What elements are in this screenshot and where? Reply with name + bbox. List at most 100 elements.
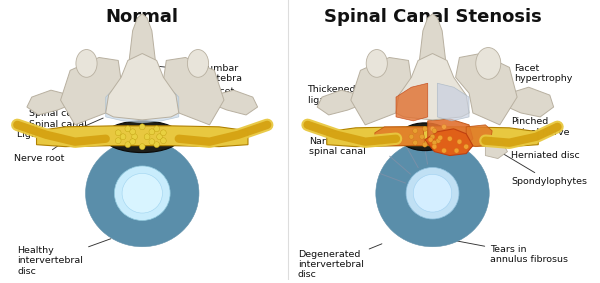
Polygon shape <box>317 90 361 115</box>
Ellipse shape <box>107 158 178 228</box>
Ellipse shape <box>413 140 418 145</box>
Ellipse shape <box>428 137 433 142</box>
Ellipse shape <box>94 147 191 240</box>
Polygon shape <box>428 119 473 151</box>
Ellipse shape <box>406 168 459 219</box>
Polygon shape <box>455 53 517 125</box>
Ellipse shape <box>432 144 437 149</box>
Ellipse shape <box>454 148 459 153</box>
Ellipse shape <box>419 134 424 139</box>
Ellipse shape <box>125 142 131 148</box>
Ellipse shape <box>451 128 456 133</box>
Polygon shape <box>214 90 257 115</box>
Polygon shape <box>396 53 469 120</box>
Ellipse shape <box>397 158 468 228</box>
Text: Pinched
spinal nerve: Pinched spinal nerve <box>478 117 570 140</box>
Ellipse shape <box>109 160 175 226</box>
Ellipse shape <box>432 128 437 133</box>
Ellipse shape <box>99 151 186 235</box>
Ellipse shape <box>139 124 145 130</box>
Text: Narrowed
spinal canal: Narrowed spinal canal <box>310 137 422 156</box>
Ellipse shape <box>154 142 160 148</box>
Ellipse shape <box>438 135 443 140</box>
Text: Spinal Canal Stenosis: Spinal Canal Stenosis <box>323 8 541 26</box>
Ellipse shape <box>154 126 160 132</box>
Text: Herniated disc: Herniated disc <box>476 144 580 160</box>
Text: Tears in
annulus fibrosus: Tears in annulus fibrosus <box>406 231 568 264</box>
Ellipse shape <box>376 140 489 247</box>
Polygon shape <box>27 90 70 115</box>
Ellipse shape <box>149 129 155 135</box>
Ellipse shape <box>366 50 388 77</box>
Ellipse shape <box>161 130 166 136</box>
Polygon shape <box>466 125 492 147</box>
Text: Healthy
intervertebral
disc: Healthy intervertebral disc <box>17 239 111 276</box>
Ellipse shape <box>115 130 121 136</box>
Text: Thickened
ligamentum flavum: Thickened ligamentum flavum <box>308 85 403 114</box>
Ellipse shape <box>389 151 476 235</box>
Ellipse shape <box>115 166 170 220</box>
Text: Ligamentum flavum: Ligamentum flavum <box>17 118 113 139</box>
Polygon shape <box>425 129 473 156</box>
Ellipse shape <box>76 50 97 77</box>
Ellipse shape <box>464 144 469 149</box>
Polygon shape <box>327 127 538 147</box>
Ellipse shape <box>394 156 471 231</box>
Ellipse shape <box>115 165 170 221</box>
Ellipse shape <box>144 134 150 140</box>
Ellipse shape <box>88 142 196 245</box>
Ellipse shape <box>149 139 155 145</box>
Ellipse shape <box>392 154 473 233</box>
Polygon shape <box>37 126 248 147</box>
Ellipse shape <box>409 134 414 139</box>
Text: Nerve root: Nerve root <box>14 142 65 163</box>
Text: Degenerated
intervertebral
disc: Degenerated intervertebral disc <box>298 244 382 280</box>
Ellipse shape <box>422 142 427 147</box>
Ellipse shape <box>430 134 435 139</box>
Ellipse shape <box>381 144 484 242</box>
Ellipse shape <box>442 124 446 129</box>
Ellipse shape <box>130 139 136 145</box>
Ellipse shape <box>386 149 479 237</box>
Polygon shape <box>61 57 121 125</box>
Text: Facet
hypertrophy: Facet hypertrophy <box>491 64 572 83</box>
Polygon shape <box>485 142 508 158</box>
Polygon shape <box>129 14 156 63</box>
Ellipse shape <box>442 148 446 153</box>
Ellipse shape <box>436 138 440 143</box>
Ellipse shape <box>432 140 437 145</box>
Ellipse shape <box>187 50 209 77</box>
Ellipse shape <box>104 121 181 153</box>
Ellipse shape <box>101 154 183 233</box>
Polygon shape <box>375 127 425 146</box>
Ellipse shape <box>115 138 121 144</box>
Ellipse shape <box>459 134 464 139</box>
Text: Lumbar
vertebra: Lumbar vertebra <box>153 64 243 83</box>
Ellipse shape <box>112 163 173 224</box>
Ellipse shape <box>125 126 131 132</box>
Ellipse shape <box>413 128 418 133</box>
Ellipse shape <box>86 140 199 247</box>
Polygon shape <box>508 87 554 117</box>
Ellipse shape <box>139 144 145 150</box>
Polygon shape <box>106 53 179 120</box>
Ellipse shape <box>131 134 137 140</box>
Ellipse shape <box>122 173 163 213</box>
Ellipse shape <box>438 142 443 147</box>
Polygon shape <box>437 83 469 121</box>
Ellipse shape <box>449 140 454 145</box>
Polygon shape <box>163 57 224 125</box>
Ellipse shape <box>430 126 435 131</box>
Ellipse shape <box>157 134 163 140</box>
Polygon shape <box>419 14 446 63</box>
Ellipse shape <box>161 138 166 144</box>
Text: Normal: Normal <box>106 8 179 26</box>
Ellipse shape <box>413 174 452 212</box>
Ellipse shape <box>400 123 450 151</box>
Text: Spondylophytes: Spondylophytes <box>500 152 587 186</box>
Ellipse shape <box>384 147 481 240</box>
Ellipse shape <box>402 163 463 224</box>
Ellipse shape <box>457 139 462 144</box>
Text: Spinal cord
Spinal canal: Spinal cord Spinal canal <box>29 109 132 136</box>
Ellipse shape <box>104 156 181 231</box>
